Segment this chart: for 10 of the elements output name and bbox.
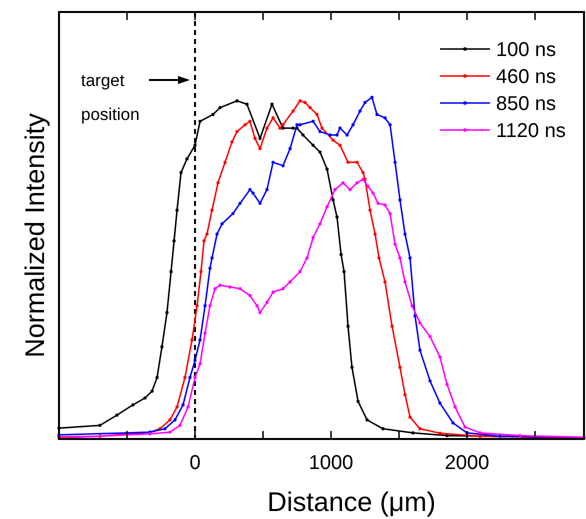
- y-axis-title: Normalized Intensity: [20, 112, 50, 358]
- legend-label: 850 ns: [496, 93, 556, 115]
- x-tick-label: 0: [189, 452, 201, 474]
- x-tick-label: 1000: [308, 452, 354, 474]
- annotation: target position: [81, 71, 140, 124]
- x-axis-title: Distance (μm): [267, 487, 436, 517]
- legend-label: 1120 ns: [496, 120, 566, 142]
- x-tick-label: 2000: [444, 452, 490, 474]
- legend-label: 100 ns: [496, 39, 556, 61]
- legend-label: 460 ns: [496, 66, 556, 88]
